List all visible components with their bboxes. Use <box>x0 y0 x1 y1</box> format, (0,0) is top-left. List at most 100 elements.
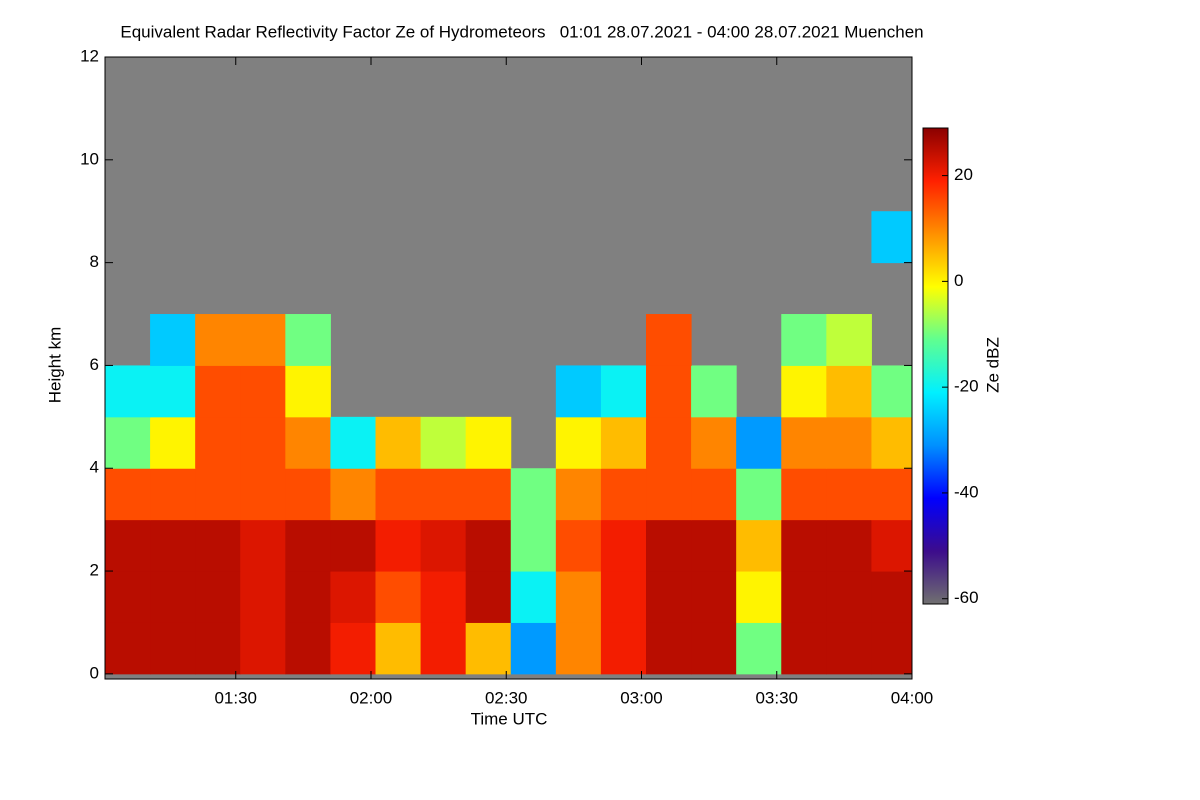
heatmap-cell <box>646 571 692 623</box>
heatmap-cell <box>646 622 692 675</box>
heatmap-cell <box>646 365 692 418</box>
colorbar-tick-label: 20 <box>954 165 973 184</box>
heatmap-cell <box>240 416 286 469</box>
heatmap-cell <box>105 416 151 469</box>
heatmap-cell <box>510 571 557 623</box>
heatmap-cell <box>646 519 692 572</box>
heatmap-cell <box>826 519 872 572</box>
heatmap-cell <box>420 571 467 623</box>
heatmap-cell <box>195 571 241 623</box>
heatmap-cell <box>600 468 647 521</box>
heatmap-cell <box>510 622 557 675</box>
chart-title: Equivalent Radar Reflectivity Factor Ze … <box>120 22 923 41</box>
heatmap-cell <box>465 468 512 521</box>
heatmap-cell <box>510 519 557 572</box>
heatmap-cell <box>195 314 241 366</box>
x-tick-label: 03:30 <box>755 688 798 707</box>
colorbar-tick-label: -60 <box>954 588 979 607</box>
heatmap-cell <box>195 468 241 521</box>
heatmap-cell <box>420 468 467 521</box>
heatmap-cell <box>510 468 557 521</box>
colorbar <box>922 127 949 605</box>
y-tick-label: 6 <box>90 355 99 374</box>
heatmap-cell <box>871 519 912 572</box>
heatmap-cell <box>736 519 782 572</box>
colorbar-tick-label: -40 <box>954 482 979 501</box>
heatmap-cell <box>105 571 151 623</box>
heatmap-cell <box>691 365 737 418</box>
heatmap-cell <box>600 416 647 469</box>
heatmap-cell <box>691 519 737 572</box>
heatmap-cell <box>465 416 512 469</box>
heatmap-cell <box>555 365 602 418</box>
heatmap-cell <box>600 571 647 623</box>
y-tick-label: 0 <box>90 663 99 682</box>
heatmap-cell <box>781 519 827 572</box>
heatmap-cell <box>646 314 692 366</box>
heatmap-cell <box>871 571 912 623</box>
heatmap-cell <box>555 416 602 469</box>
plot-frame <box>104 56 913 680</box>
heatmap-cell <box>240 519 286 572</box>
heatmap-cell <box>150 416 196 469</box>
heatmap-cell <box>465 519 512 572</box>
heatmap-cell <box>781 365 827 418</box>
heatmap-cell <box>646 468 692 521</box>
y-tick-label: 10 <box>80 149 99 168</box>
heatmap-cell <box>105 622 151 675</box>
heatmap-cell <box>691 468 737 521</box>
heatmap-cell <box>330 519 377 572</box>
heatmap-cell <box>781 314 827 366</box>
y-tick-label: 4 <box>90 458 99 477</box>
heatmap-cell <box>600 519 647 572</box>
heatmap-cell <box>240 314 286 366</box>
heatmap-cell <box>330 468 377 521</box>
heatmap-cell <box>826 365 872 418</box>
heatmap-cell <box>871 211 912 264</box>
heatmap-cell <box>240 571 286 623</box>
heatmap-cell <box>871 468 912 521</box>
heatmap-cell <box>826 468 872 521</box>
heatmap-cell <box>736 571 782 623</box>
heatmap-cell <box>420 519 467 572</box>
heatmap-cell <box>195 622 241 675</box>
heatmap-cell <box>736 622 782 675</box>
x-tick-label: 01:30 <box>214 688 257 707</box>
colorbar-tick-label: -20 <box>954 377 979 396</box>
heatmap-cell <box>285 571 331 623</box>
heatmap-cell <box>781 468 827 521</box>
heatmap-cell <box>555 468 602 521</box>
heatmap-cell <box>465 622 512 675</box>
heatmap-cell <box>736 416 782 469</box>
heatmap-cell <box>420 416 467 469</box>
heatmap-cell <box>691 416 737 469</box>
heatmap-cell <box>781 416 827 469</box>
heatmap-cell <box>150 571 196 623</box>
heatmap-cell <box>105 468 151 521</box>
heatmap-cell <box>646 416 692 469</box>
heatmap-cell <box>375 519 422 572</box>
heatmap-cell <box>285 519 331 572</box>
heatmap-cell <box>330 416 377 469</box>
heatmap-cell <box>465 571 512 623</box>
y-tick-label: 2 <box>90 561 99 580</box>
heatmap-cell <box>375 468 422 521</box>
heatmap-cell <box>555 571 602 623</box>
heatmap-cell <box>826 314 872 366</box>
heatmap-cell <box>555 519 602 572</box>
x-tick-label: 02:00 <box>350 688 393 707</box>
colorbar-label: Ze dBZ <box>983 337 1002 393</box>
heatmap-cell <box>555 622 602 675</box>
heatmap-cell <box>420 622 467 675</box>
heatmap-cell <box>781 571 827 623</box>
y-tick-label: 8 <box>90 252 99 271</box>
heatmap-cell <box>195 365 241 418</box>
heatmap-cell <box>285 622 331 675</box>
heatmap-cell <box>150 622 196 675</box>
x-tick-label: 03:00 <box>620 688 663 707</box>
heatmap-cell <box>240 468 286 521</box>
colorbar-tick-label: 0 <box>954 271 963 290</box>
heatmap-cell <box>826 622 872 675</box>
heatmap-cell <box>330 622 377 675</box>
